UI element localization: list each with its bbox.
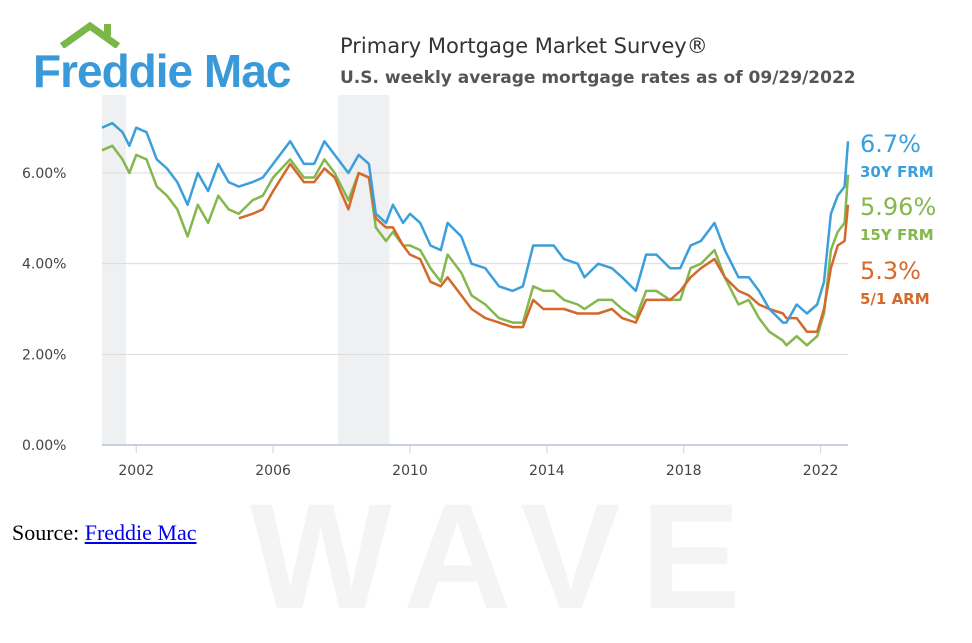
- series-end-value-15y: 5.96%: [860, 193, 937, 221]
- logo-text: Freddie Mac: [33, 45, 291, 97]
- source-prefix: Source:: [12, 520, 85, 545]
- x-tick-label: 2014: [529, 463, 565, 479]
- series-line: [238, 162, 850, 333]
- series-line: [101, 121, 850, 324]
- chart-subtitle: U.S. weekly average mortgage rates as of…: [340, 68, 856, 88]
- x-tick-label: 2022: [803, 463, 839, 479]
- y-tick-label: 0.00%: [22, 438, 66, 454]
- y-tick-label: 4.00%: [22, 257, 66, 273]
- x-tick-label: 2010: [392, 463, 428, 479]
- x-tick-label: 2018: [666, 463, 702, 479]
- series-end-value-30y: 6.7%: [860, 130, 921, 158]
- recession-band: [338, 95, 390, 445]
- source-link[interactable]: Freddie Mac: [84, 520, 197, 545]
- source-note: Source: Freddie Mac: [12, 520, 197, 546]
- recession-band: [102, 95, 126, 445]
- y-tick-label: 6.00%: [22, 166, 66, 182]
- series-name-arm: 5/1 ARM: [860, 290, 930, 308]
- watermark-logo: WAVE: [250, 472, 761, 640]
- mortgage-rate-chart: 0.00% 2.00% 4.00% 6.00% 2002 2006 2010 2014 201…: [22, 95, 850, 479]
- series-name-15y: 15Y FRM: [860, 226, 934, 244]
- house-roof-icon: [60, 22, 120, 48]
- series-line: [101, 144, 850, 347]
- y-tick-label: 2.00%: [22, 347, 66, 363]
- x-tick-label: 2006: [255, 463, 291, 479]
- series-name-30y: 30Y FRM: [860, 163, 934, 181]
- series-end-value-arm: 5.3%: [860, 257, 921, 285]
- chart-title: Primary Mortgage Market Survey®: [340, 34, 708, 58]
- x-tick-label: 2002: [118, 463, 154, 479]
